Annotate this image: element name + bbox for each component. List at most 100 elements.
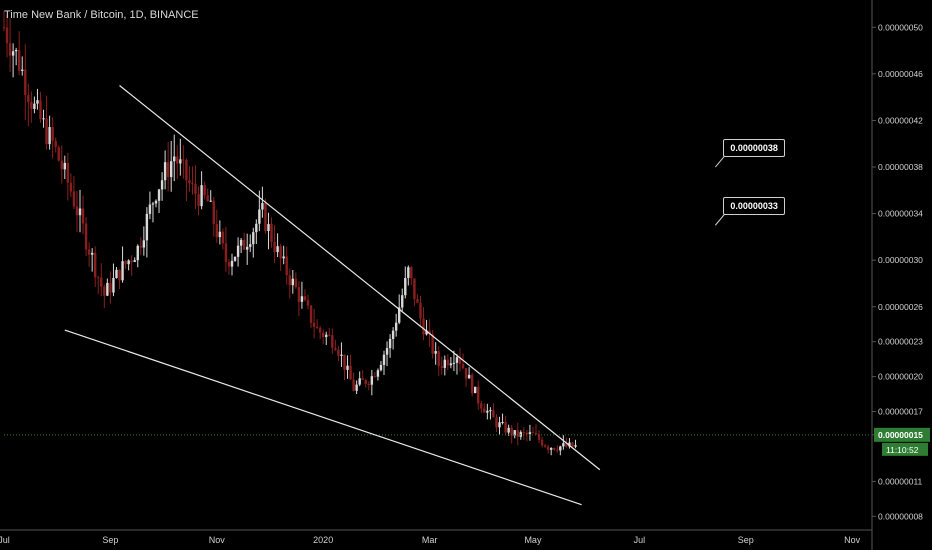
candle-body bbox=[440, 366, 443, 368]
countdown-label: 11:10:52 bbox=[886, 445, 919, 455]
trendline-upper bbox=[119, 85, 601, 471]
candle-body bbox=[553, 448, 556, 450]
candles-layer bbox=[2, 10, 870, 456]
candle-body bbox=[94, 252, 97, 278]
annotation-pointer bbox=[714, 212, 726, 226]
candle-body bbox=[407, 267, 410, 278]
candle-body bbox=[133, 260, 136, 263]
candle-body bbox=[5, 27, 9, 44]
candle-body bbox=[255, 223, 258, 233]
candle-body bbox=[45, 118, 48, 145]
candle-body bbox=[562, 443, 565, 447]
candle-body bbox=[401, 295, 404, 308]
price-annotation-2[interactable]: 0.00000033 bbox=[723, 197, 785, 216]
candle-body bbox=[139, 245, 142, 248]
candle-body bbox=[568, 442, 571, 447]
price-tick-label: 0.00000017 bbox=[878, 407, 923, 417]
candle-body bbox=[270, 224, 273, 242]
time-tick-label: Jul bbox=[634, 535, 646, 545]
candle-body bbox=[489, 410, 492, 412]
candle-body bbox=[236, 245, 240, 257]
time-tick-label: Sep bbox=[102, 535, 118, 545]
candle-body bbox=[136, 245, 139, 261]
candle-body bbox=[492, 410, 495, 418]
candle-body bbox=[273, 241, 276, 253]
time-tick-label: Nov bbox=[209, 535, 226, 545]
candle-body bbox=[461, 363, 465, 369]
candle-body bbox=[349, 365, 352, 380]
price-tick-label: 0.00000034 bbox=[878, 209, 923, 219]
time-axis[interactable]: Jul Sep Nov 2020 Mar May Jul Sep Nov bbox=[0, 529, 872, 545]
candle-body bbox=[215, 223, 218, 238]
candle-body bbox=[258, 209, 261, 224]
price-annotation-1[interactable]: 0.00000038 bbox=[723, 139, 785, 158]
candle-body bbox=[474, 386, 477, 394]
candle-body bbox=[525, 432, 529, 435]
candle-body bbox=[154, 200, 158, 204]
candle-body bbox=[197, 194, 200, 207]
candle-body bbox=[425, 330, 428, 335]
candle-body bbox=[297, 287, 301, 302]
candle-body bbox=[84, 223, 88, 250]
candle-body bbox=[458, 357, 462, 364]
candle-body bbox=[452, 362, 456, 364]
candle-body bbox=[2, 27, 6, 29]
candle-body bbox=[130, 260, 133, 263]
price-tick-label: 0.00000042 bbox=[878, 115, 923, 125]
candle-body bbox=[252, 232, 255, 245]
candle-body bbox=[42, 118, 45, 120]
candle-body bbox=[546, 446, 550, 450]
candle-body bbox=[206, 195, 209, 202]
candle-body bbox=[160, 180, 164, 190]
candle-body bbox=[72, 191, 76, 207]
candle-body bbox=[203, 185, 206, 196]
candle-body bbox=[191, 183, 194, 185]
candle-body bbox=[118, 269, 121, 281]
candle-body bbox=[81, 208, 85, 224]
candle-body bbox=[370, 376, 374, 385]
candle-body bbox=[376, 370, 380, 377]
candle-body bbox=[446, 359, 450, 366]
candle-body bbox=[39, 100, 42, 120]
candle-body bbox=[455, 357, 459, 363]
candle-body bbox=[516, 430, 519, 437]
candle-body bbox=[221, 231, 225, 244]
candle-body bbox=[121, 261, 124, 281]
candle-body bbox=[63, 162, 66, 170]
candle-body bbox=[565, 443, 568, 447]
price-axis[interactable]: 0.00000050 0.00000046 0.00000042 0.00000038… bbox=[871, 0, 930, 550]
candle-body bbox=[8, 43, 12, 56]
candle-body bbox=[18, 49, 21, 71]
candle-body bbox=[495, 417, 498, 428]
candle-body bbox=[385, 348, 389, 355]
candle-body bbox=[300, 296, 304, 302]
candle-body bbox=[170, 161, 173, 178]
candle-body bbox=[322, 332, 325, 338]
candle-body bbox=[264, 203, 267, 232]
candle-body bbox=[276, 246, 279, 253]
candle-body bbox=[103, 286, 106, 296]
candle-body bbox=[434, 351, 437, 354]
candle-body bbox=[379, 364, 383, 371]
candle-body bbox=[24, 69, 27, 96]
candle-body bbox=[477, 386, 480, 404]
candle-body bbox=[157, 189, 161, 201]
candle-body bbox=[261, 203, 264, 210]
candle-body bbox=[227, 261, 231, 267]
candle-body bbox=[550, 448, 553, 450]
candle-body bbox=[398, 307, 401, 323]
price-tick-label: 0.00000050 bbox=[878, 22, 923, 32]
candle-body bbox=[303, 296, 307, 301]
candle-body bbox=[279, 246, 282, 259]
candle-body bbox=[498, 422, 501, 428]
candle-body bbox=[173, 156, 176, 162]
candle-body bbox=[115, 269, 118, 278]
candle-body bbox=[388, 338, 392, 349]
candle-body bbox=[21, 69, 24, 71]
candle-body bbox=[100, 277, 103, 287]
candle-body bbox=[464, 368, 468, 379]
candle-body bbox=[66, 162, 70, 183]
candle-body bbox=[334, 347, 337, 350]
candle-body bbox=[346, 365, 349, 370]
